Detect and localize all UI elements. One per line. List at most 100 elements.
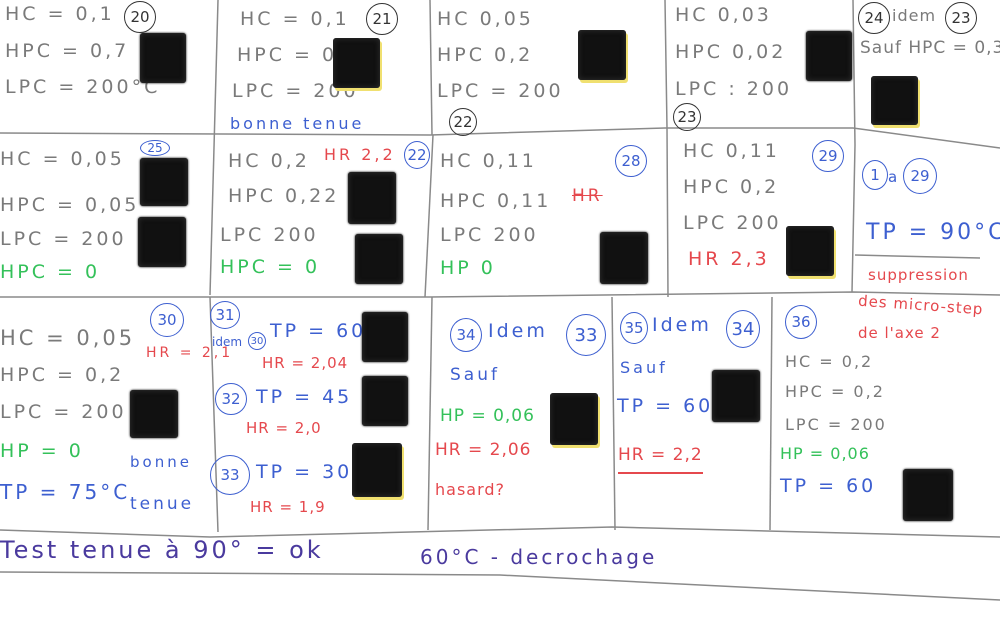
- c34-sauf: Sauf: [450, 365, 500, 385]
- footer-right: 60°C - decrochage: [420, 545, 658, 569]
- c22a-lpc: LPC = 200: [437, 80, 564, 102]
- c21-lpc: LPC = 200: [232, 80, 359, 102]
- c29-hr: HR 2,3: [688, 248, 770, 270]
- c24-label: 24: [858, 2, 890, 34]
- grid-line: [209, 296, 219, 533]
- c24-idem: idem: [892, 6, 937, 25]
- c34-idem: Idem: [488, 320, 548, 342]
- c21-hpc: HPC = 0,2: [237, 44, 362, 66]
- print-sample: [871, 76, 918, 125]
- print-sample: [140, 33, 186, 83]
- c30-note-1: bonne: [130, 453, 192, 471]
- c20-label: 20: [124, 1, 156, 33]
- range-from: 1: [862, 160, 888, 190]
- print-sample: [362, 312, 408, 362]
- c29-label: 29: [812, 140, 844, 172]
- c29-hpc: HPC 0,2: [683, 176, 780, 198]
- c32-label: 32: [215, 383, 247, 415]
- c31-hr: HR = 2,04: [262, 354, 349, 372]
- c36-label: 36: [785, 305, 817, 339]
- c35-idem: Idem: [652, 314, 712, 336]
- c25-lpc: LPC = 200: [0, 228, 127, 250]
- c28-hc: HC 0,11: [440, 150, 537, 172]
- c22a-hpc: HPC 0,2: [437, 44, 534, 66]
- c26-label: 22: [404, 141, 430, 169]
- grid-line: [0, 526, 1000, 538]
- c28-lpc: LPC 200: [440, 224, 539, 246]
- c20-hc: HC = 0,1: [5, 3, 115, 25]
- grid-line: [851, 0, 856, 293]
- c32-hr: HR = 2,0: [246, 419, 322, 437]
- c23-hpc: HPC 0,02: [675, 41, 787, 63]
- print-sample: [786, 226, 834, 276]
- grid-line: [664, 0, 669, 298]
- grid-line: [427, 296, 433, 531]
- print-sample: [130, 390, 178, 438]
- c28-hp: HP 0: [440, 257, 496, 279]
- c30-note-2: tenue: [130, 494, 195, 514]
- suppression-line-1: suppression: [868, 266, 969, 284]
- grid-line: [0, 127, 1000, 149]
- c34-hp: HP = 0,06: [440, 406, 535, 426]
- print-sample: [903, 469, 953, 521]
- range-sep: a: [888, 168, 901, 186]
- print-sample: [712, 370, 760, 422]
- c20-lpc: LPC = 200°C: [5, 76, 161, 98]
- c28-hr-struck: HR: [572, 186, 603, 206]
- c25-label: 25: [140, 140, 170, 156]
- c29-hc: HC 0,11: [683, 140, 780, 162]
- c26-hp: HPC = 0: [220, 256, 321, 278]
- c36-hp: HP = 0,06: [780, 444, 870, 463]
- c34-note: hasard?: [435, 480, 506, 499]
- suppression-line-3: de l'axe 2: [858, 324, 941, 342]
- grid-line: [611, 296, 616, 531]
- print-sample: [138, 217, 186, 267]
- c30-hpc: HPC = 0,2: [0, 364, 125, 386]
- c26-hc: HC 0,2: [228, 150, 310, 172]
- print-sample: [355, 234, 403, 284]
- c36-hc: HC = 0,2: [785, 352, 874, 371]
- c22a-hc: HC 0,05: [437, 8, 534, 30]
- c21-label: 21: [366, 3, 398, 35]
- c26-hr: HR 2,2: [324, 145, 396, 164]
- c30-lpc: LPC = 200: [0, 401, 127, 423]
- c32-tp: TP = 45: [256, 386, 353, 408]
- c33-tp: TP = 30: [256, 461, 353, 483]
- c29-lpc: LPC 200: [683, 212, 782, 234]
- c36-lpc: LPC = 200: [785, 415, 887, 434]
- grid-line: [0, 571, 1000, 601]
- c35-tp: TP = 60: [617, 395, 714, 417]
- c31-label: 31: [210, 301, 240, 329]
- print-sample: [578, 30, 626, 80]
- c26-lpc: LPC 200: [220, 224, 319, 246]
- c30-label: 30: [150, 303, 184, 337]
- c28-hpc: HPC 0,11: [440, 190, 552, 212]
- print-sample: [550, 393, 598, 445]
- c31-ref: 30: [248, 332, 266, 350]
- c23-label: 23: [673, 103, 701, 131]
- c34-ref: 33: [566, 314, 606, 356]
- c35-hr: HR = 2,2: [618, 447, 703, 474]
- c24-sauf: Sauf HPC = 0,3: [860, 38, 1000, 58]
- c36-tp: TP = 60: [780, 475, 877, 497]
- c35-ref: 34: [726, 310, 760, 348]
- c30-hr: HR = 2,1: [146, 345, 234, 361]
- c23-hc: HC 0,03: [675, 4, 772, 26]
- range-to: 29: [903, 158, 937, 194]
- grid-line: [429, 0, 433, 136]
- print-sample: [333, 38, 380, 88]
- c35-sauf: Sauf: [620, 358, 668, 377]
- c33-hr: HR = 1,9: [250, 498, 326, 516]
- print-sample: [140, 158, 188, 206]
- grid-line: [209, 0, 219, 296]
- c26-hpc: HPC 0,22: [228, 185, 340, 207]
- c25-hp: HPC = 0: [0, 261, 101, 283]
- c30-hp: HP = 0: [0, 440, 84, 462]
- c35-label: 35: [620, 312, 648, 344]
- c24-ref: 23: [945, 2, 977, 34]
- print-sample: [806, 31, 852, 81]
- print-sample: [348, 172, 396, 224]
- c21-note: bonne tenue: [230, 114, 365, 133]
- c22a-label: 22: [449, 108, 477, 136]
